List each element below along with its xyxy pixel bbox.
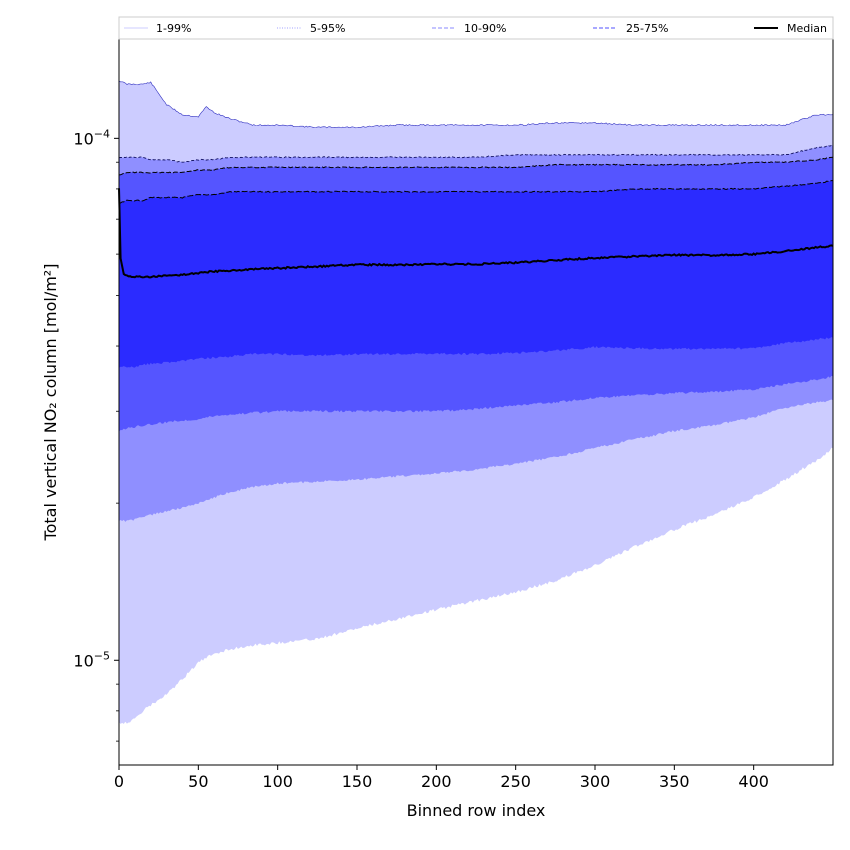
x-tick-label: 150 xyxy=(342,772,373,791)
x-tick-label: 100 xyxy=(262,772,293,791)
y-tick-label: 10−4 xyxy=(73,127,110,148)
x-tick-label: 0 xyxy=(114,772,124,791)
band-upper-line-10-90pct xyxy=(118,156,834,176)
band-upper-line-1-99pct xyxy=(118,80,834,129)
x-tick-label: 300 xyxy=(580,772,611,791)
legend-box xyxy=(118,16,834,40)
x-axis-label: Binned row index xyxy=(407,801,546,820)
legend-label: 1-99% xyxy=(156,22,191,35)
x-tick-label: 350 xyxy=(659,772,690,791)
x-axis: 0 50 100 150 200 250 300 350 400 xyxy=(114,765,769,791)
percentile-bands xyxy=(119,80,833,724)
x-tick-label: 400 xyxy=(738,772,769,791)
legend-label: 25-75% xyxy=(626,22,668,35)
legend: 1-99% 5-95% 10-90% 25-75% Median xyxy=(118,16,834,40)
legend-label: 5-95% xyxy=(310,22,345,35)
legend-label: Median xyxy=(787,22,827,35)
y-axis: 10−5 10−4 xyxy=(73,127,119,742)
x-tick-label: 50 xyxy=(188,772,208,791)
y-tick-label: 10−5 xyxy=(73,649,110,670)
band-upper-line-25-75pct xyxy=(118,180,834,205)
band-upper-line-5-95pct xyxy=(118,144,834,163)
legend-label: 10-90% xyxy=(464,22,506,35)
median-line xyxy=(118,188,834,279)
band-boundary-lines xyxy=(118,80,834,205)
x-tick-label: 200 xyxy=(421,772,452,791)
band-25-75pct xyxy=(119,180,833,368)
y-axis-label: Total vertical NO₂ column [mol/m²] xyxy=(41,264,60,542)
median-series xyxy=(118,188,834,279)
x-tick-label: 250 xyxy=(500,772,531,791)
